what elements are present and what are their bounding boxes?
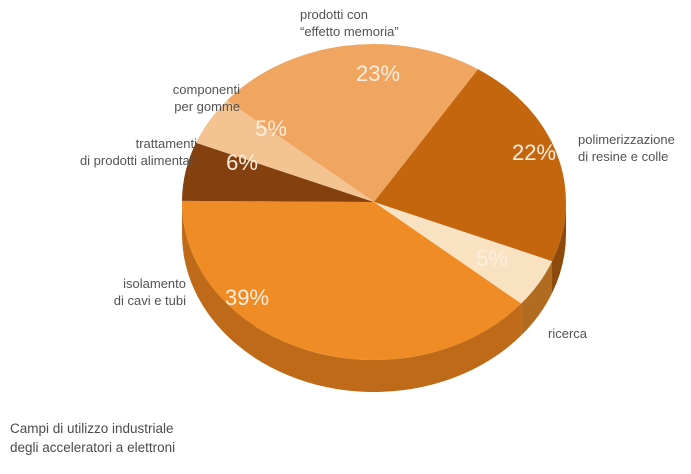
slice-percent-label: 23%: [356, 61, 400, 86]
pie-slice: [182, 142, 374, 202]
slice-callout-label: componenti per gomme: [172, 82, 240, 114]
chart-caption-line1: Campi di utilizzo industriale: [10, 421, 174, 436]
pie-slice: [226, 44, 479, 202]
slice-percent-label: 5%: [255, 116, 287, 141]
pie-slice: [374, 202, 553, 304]
pie-slice: [195, 100, 374, 202]
slice-percent-label: 22%: [512, 140, 556, 165]
pie-slice-side: [521, 261, 553, 336]
pie-slice: [374, 69, 566, 262]
pie-slice: [182, 200, 522, 361]
slice-callout-label: prodotti con “effetto memoria”: [300, 7, 399, 39]
slice-callout-label: ricerca: [548, 326, 588, 341]
slice-percent-label: 39%: [225, 285, 269, 310]
slice-percent-label: 6%: [226, 150, 258, 175]
pie-slice-side: [182, 202, 522, 392]
chart-caption: Campi di utilizzo industriale degli acce…: [10, 419, 175, 457]
pie-slice-side: [552, 202, 566, 294]
slice-callout-label: isolamento di cavi e tubi: [113, 276, 186, 308]
slice-callout-label: trattamenti di prodotti alimentari: [79, 136, 197, 168]
chart-caption-line2: degli acceleratori a elettroni: [10, 440, 176, 455]
slice-callout-label: polimerizzazione di resine e colle: [578, 132, 675, 164]
slice-percent-label: 5%: [476, 246, 508, 271]
